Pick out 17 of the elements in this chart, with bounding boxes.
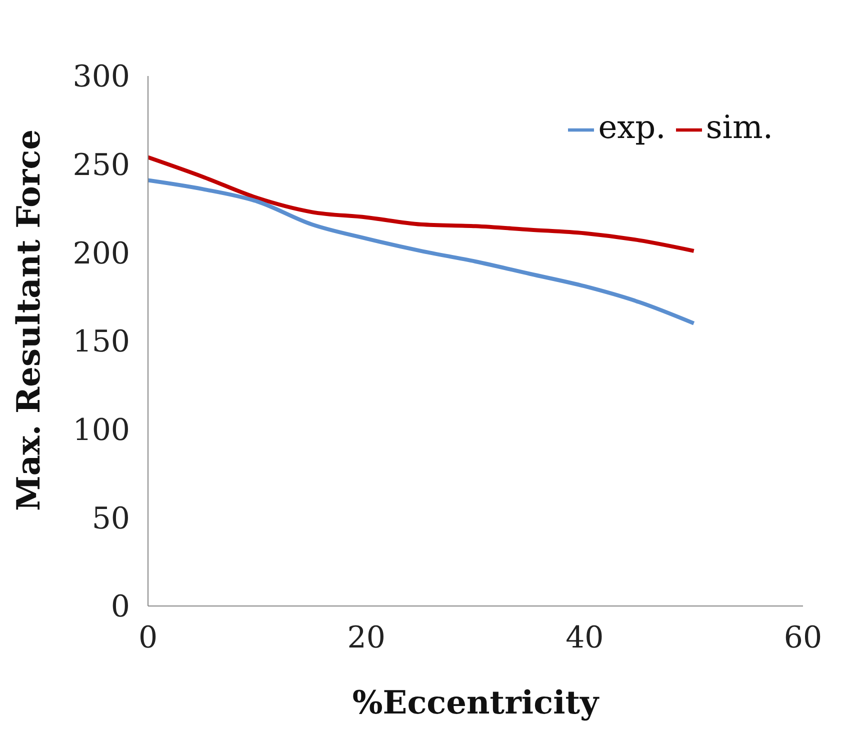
legend-label: sim.: [706, 108, 773, 146]
x-tick-label: 40: [566, 620, 604, 656]
y-tick-label: 300: [72, 60, 130, 95]
y-axis-title: Max. Resultant Force: [9, 129, 48, 511]
y-tick-label: 250: [72, 148, 130, 183]
y-tick-label: 0: [110, 590, 130, 625]
y-tick-label: 100: [72, 412, 130, 448]
legend-label: exp.: [598, 108, 666, 146]
line-series: [148, 155, 696, 253]
y-tick-label: 200: [72, 236, 130, 272]
x-axis-title: %Eccentricity: [352, 684, 600, 722]
x-tick-label: 20: [347, 620, 386, 656]
y-tick-label: 50: [92, 501, 130, 536]
x-tick-label: 0: [138, 620, 158, 656]
y-tick-label: 150: [72, 324, 130, 360]
line-series: [148, 178, 696, 326]
x-tick-label: 60: [784, 620, 822, 656]
